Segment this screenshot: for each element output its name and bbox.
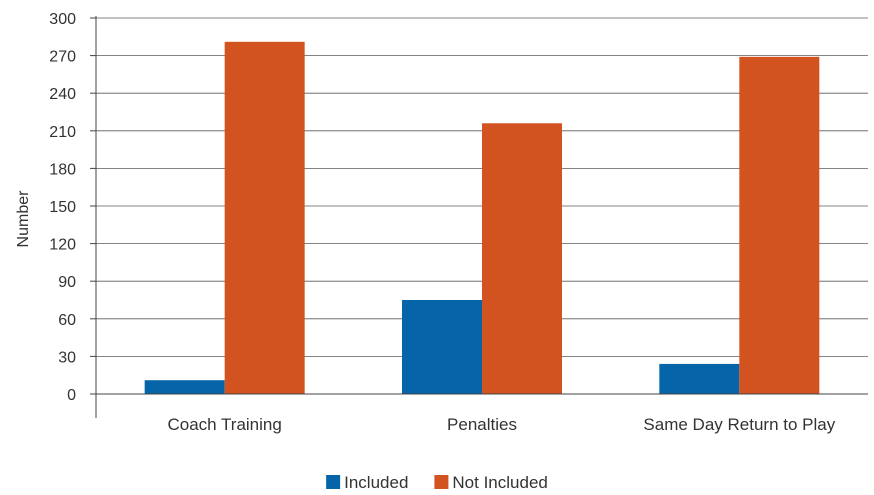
y-tick-label: 270 <box>49 49 76 66</box>
bar-not-included <box>739 56 820 394</box>
axes <box>95 16 868 418</box>
category-label: Coach Training <box>167 415 281 434</box>
bar-included <box>402 300 482 394</box>
category-label: Same Day Return to Play <box>643 415 835 434</box>
legend-swatch <box>434 475 449 489</box>
legend-item: Included <box>326 473 408 492</box>
y-tick-label: 240 <box>49 86 76 103</box>
y-tick-label: 30 <box>58 349 76 366</box>
y-tick-label: 0 <box>67 387 76 404</box>
category-labels: Coach Training Penalties Same Day Return t… <box>167 415 835 434</box>
y-axis-title: Number <box>15 190 32 248</box>
y-tick-label: 300 <box>49 11 76 28</box>
bar-included <box>144 380 225 394</box>
legend: Included Not Included <box>326 473 548 492</box>
bar-not-included <box>224 41 305 395</box>
bars <box>144 41 820 395</box>
bar-included <box>659 363 740 394</box>
y-tick-label: 60 <box>58 312 76 329</box>
y-tick-label: 150 <box>49 199 76 216</box>
y-axis-ticks: 0 30 60 90 120 150 180 210 240 270 300 <box>49 11 96 404</box>
legend-label: Included <box>344 473 408 492</box>
legend-item: Not Included <box>434 473 548 492</box>
y-tick-label: 90 <box>58 274 76 291</box>
legend-label: Not Included <box>452 473 547 492</box>
bar-not-included <box>482 123 562 394</box>
y-tick-label: 180 <box>49 161 76 178</box>
category-label: Penalties <box>447 415 517 434</box>
legend-swatch <box>326 475 341 489</box>
y-tick-label: 120 <box>49 237 76 254</box>
y-tick-label: 210 <box>49 124 76 141</box>
